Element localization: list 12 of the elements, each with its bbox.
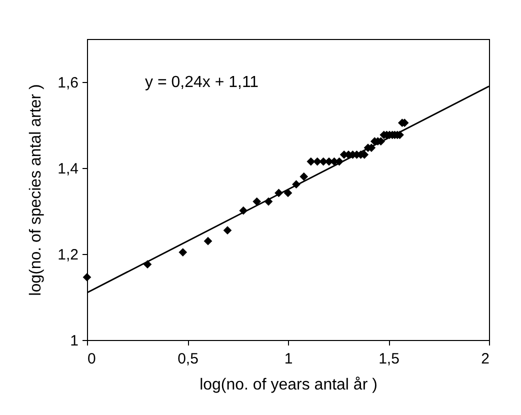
y-tick-label: 1 bbox=[70, 332, 78, 350]
y-tick-label: 1,4 bbox=[58, 160, 78, 178]
annotation: y = 0,24x + 1,11 bbox=[145, 74, 259, 91]
x-tick-label: 2 bbox=[481, 350, 490, 368]
y-axis-title: log(no. of species antal arter ) bbox=[28, 84, 45, 296]
x-tick-label: 0,5 bbox=[178, 350, 198, 368]
x-tick-label: 1 bbox=[284, 350, 293, 368]
y-tick-label: 1,6 bbox=[58, 74, 78, 92]
x-axis-title: log(no. of years antal år ) bbox=[200, 376, 378, 394]
x-tick-label: 0 bbox=[88, 350, 96, 368]
y-tick-label: 1,2 bbox=[58, 246, 78, 264]
x-tick-label: 1,5 bbox=[378, 350, 400, 368]
